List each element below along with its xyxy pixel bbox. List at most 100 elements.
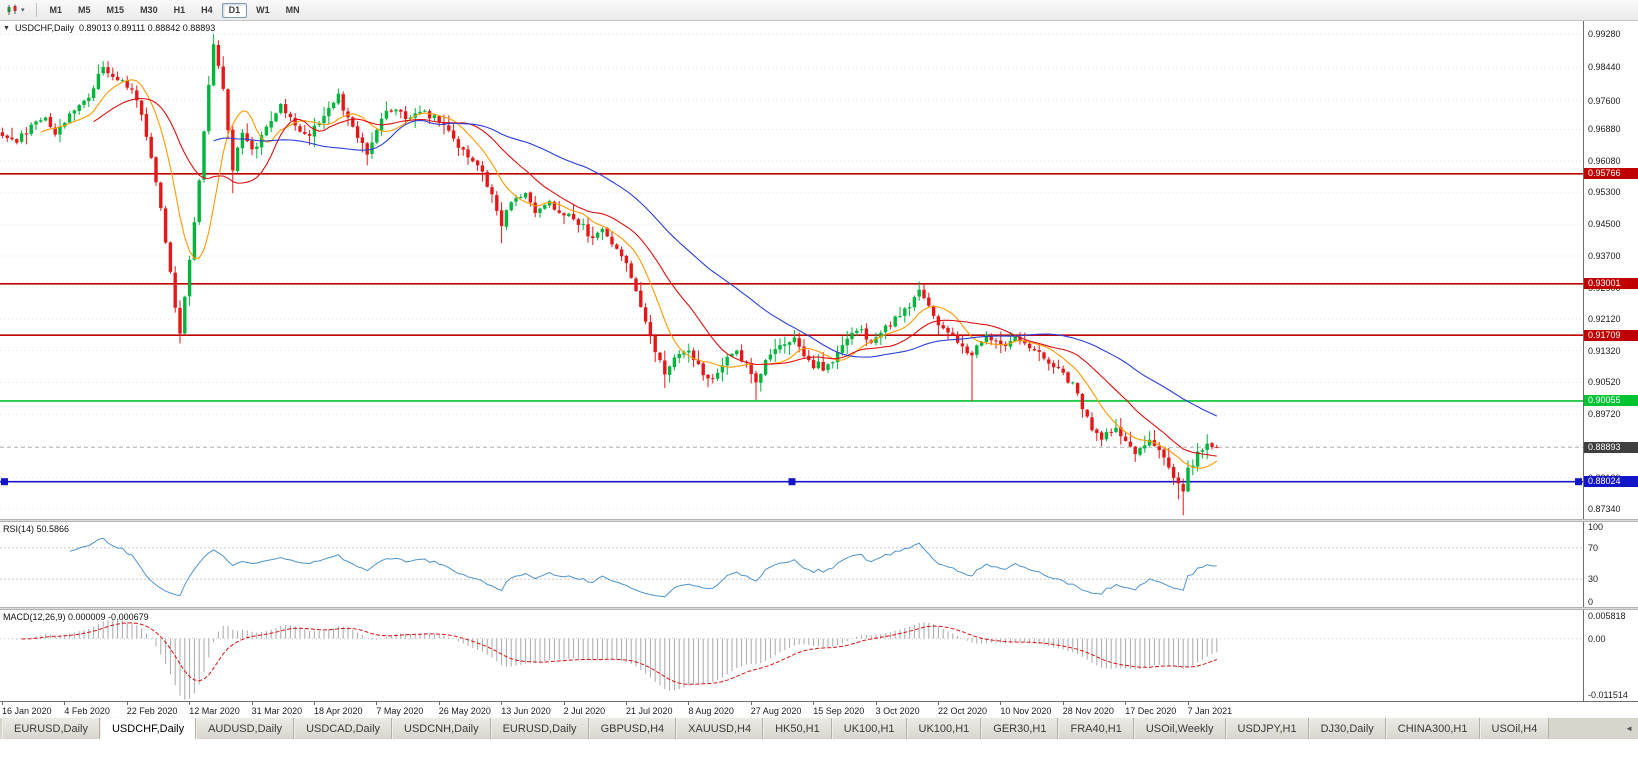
date-axis[interactable]: 16 Jan 2020 4 Feb 2020 22 Feb 2020 12 Mar 2… [0, 701, 1638, 717]
rsi-axis[interactable]: 100 70 30 0 [1583, 522, 1638, 607]
date-tick [688, 702, 690, 705]
symbol-tabbar: ◄ EURUSD,Daily USDCHF,Daily AUDUSD,Daily US… [0, 717, 1638, 739]
date-tick [563, 702, 565, 705]
date-tick [314, 702, 315, 705]
timeframe-button-mn[interactable]: MN [285, 4, 300, 15]
candlestick-chart-icon [7, 4, 17, 15]
date-tick [1000, 702, 1002, 705]
symbol-tab-usdchf-daily[interactable]: USDCHF,Daily [99, 718, 197, 739]
timeframe-button-m5[interactable]: M5 [78, 4, 91, 15]
price-pane: ▼ USDCHF,Daily 0.89013 0.89111 0.88842 0… [0, 21, 1638, 519]
timeframe-button-d1[interactable]: D1 [221, 2, 248, 18]
symbol-tab-fra40-h1[interactable]: FRA40,H1 [1058, 718, 1134, 739]
rsi-line [69, 537, 1217, 598]
date-label: 2 Jul 2020 [563, 706, 606, 716]
date-label: 7 May 2020 [376, 706, 424, 716]
date-label: 15 Sep 2020 [813, 706, 865, 716]
date-tick [1125, 702, 1127, 705]
date-tick [2, 702, 3, 705]
timeframe-button-m1[interactable]: M1 [49, 4, 63, 15]
price-tick-label: 0.96080 [1588, 156, 1621, 167]
date-label: 3 Oct 2020 [875, 706, 920, 716]
price-tick-label: 0.98440 [1588, 62, 1621, 73]
price-axis[interactable]: 0.99280 0.98440 0.97600 0.96880 0.96080 0.953… [1583, 21, 1638, 519]
symbol-tab-dj30-daily[interactable]: DJ30,Daily [1308, 718, 1386, 739]
symbol-tab-usdcnh-daily[interactable]: USDCNH,Daily [392, 718, 491, 739]
price-tick-label: 0.95300 [1588, 187, 1621, 198]
rsi-tick-label: 0 [1588, 597, 1594, 607]
date-tick [1187, 702, 1189, 705]
date-tick [501, 702, 503, 705]
rsi-pane: RSI(14) 50.5866 100 70 30 0 [0, 522, 1638, 607]
symbol-tab-china300-h1[interactable]: CHINA300,H1 [1385, 718, 1480, 739]
date-label: 17 Dec 2020 [1125, 706, 1177, 716]
symbol-tab-usoil-h4[interactable]: USOil,H4 [1479, 718, 1550, 739]
price-chart-canvas[interactable] [0, 21, 1583, 519]
price-tick-label: 0.96880 [1588, 124, 1621, 135]
macd-signal-line [21, 622, 1217, 685]
chart-area: ▼ USDCHF,Daily 0.89013 0.89111 0.88842 0… [0, 21, 1638, 717]
rsi-tick-label: 30 [1588, 574, 1599, 585]
chevron-down-icon: ▾ [21, 6, 25, 14]
timeframe-button-h1[interactable]: H1 [173, 4, 186, 15]
symbol-tab-hk50-h1[interactable]: HK50,H1 [763, 718, 832, 739]
date-label: 21 Jul 2020 [626, 706, 673, 716]
timeframe-button-m15[interactable]: M15 [106, 4, 125, 15]
symbol-tab-audusd-daily[interactable]: AUDUSD,Daily [196, 718, 295, 739]
date-label: 12 Mar 2020 [189, 706, 240, 716]
date-label: 16 Jan 2020 [2, 706, 52, 716]
date-label: 27 Aug 2020 [750, 706, 802, 716]
chart-symbol-label: USDCHF,Daily [14, 23, 74, 33]
date-tick [64, 702, 66, 705]
price-line-label: 0.91709 [1584, 329, 1638, 341]
date-label: 31 Mar 2020 [251, 706, 303, 716]
symbol-tab-usdcad-daily[interactable]: USDCAD,Daily [294, 718, 393, 739]
date-tick [750, 702, 752, 705]
timeframe-button-w1[interactable]: W1 [256, 4, 270, 15]
timeframe-button-m30[interactable]: M30 [140, 4, 158, 15]
timeframe-toolbar: ▾ M1 M5 M15 M30 H1 H4 D1 W1 MN [0, 0, 1638, 21]
price-tick-label: 0.99280 [1588, 29, 1621, 39]
date-label: 4 Feb 2020 [64, 706, 110, 716]
macd-axis[interactable]: 0.005818 0.00 -0.011514 [1583, 610, 1638, 701]
price-tick-label: 0.89720 [1588, 409, 1621, 420]
symbol-tab-gbpusd-h4[interactable]: GBPUSD,H4 [588, 718, 677, 739]
date-tick [251, 702, 253, 705]
symbol-tab-eurusd-daily[interactable]: EURUSD,Daily [2, 718, 100, 739]
window-empty-area [0, 739, 1638, 777]
date-label: 10 Nov 2020 [1000, 706, 1052, 716]
date-label: 13 Jun 2020 [501, 706, 551, 716]
symbol-tab-usdjpy-h1[interactable]: USDJPY,H1 [1225, 718, 1309, 739]
symbol-tab-xauusd-h4[interactable]: XAUUSD,H4 [676, 718, 764, 739]
chart-type-button[interactable]: ▾ [3, 3, 28, 17]
date-label: 22 Oct 2020 [938, 706, 988, 716]
price-tick-label: 0.97600 [1588, 95, 1621, 106]
tab-scroll-left-button[interactable]: ◄ [1625, 724, 1633, 733]
pane-splitter-macd[interactable] [0, 607, 1638, 610]
rsi-title: RSI(14) 50.5866 [3, 524, 69, 534]
chart-ohlc-values: 0.89013 0.89111 0.88842 0.88893 [78, 23, 216, 33]
macd-tick-label: 0.005818 [1588, 611, 1626, 621]
date-tick [938, 702, 939, 705]
price-tick-label: 0.93700 [1588, 250, 1621, 261]
timeframe-button-h4[interactable]: H4 [201, 4, 213, 15]
rsi-chart-canvas[interactable] [0, 522, 1583, 607]
symbol-tab-uk100-h1[interactable]: UK100,H1 [831, 718, 907, 739]
symbol-tab-eurusd-daily[interactable]: EURUSD,Daily [490, 718, 589, 739]
date-tick [189, 702, 191, 705]
pane-splitter-rsi[interactable] [0, 519, 1638, 522]
date-tick [376, 702, 378, 705]
candles [0, 34, 1219, 516]
price-tick-label: 0.90520 [1588, 377, 1621, 388]
symbol-tab-uk100-h1[interactable]: UK100,H1 [906, 718, 982, 739]
symbol-tab-ger30-h1[interactable]: GER30,H1 [981, 718, 1059, 739]
collapse-chart-icon[interactable]: ▼ [3, 24, 10, 32]
symbol-tab-usoil-weekly[interactable]: USOil,Weekly [1133, 718, 1226, 739]
rsi-title-label: RSI(14) 50.5866 [3, 524, 70, 534]
macd-tick-label: 0.00 [1588, 633, 1606, 644]
macd-title-label: MACD(12,26,9) 0.000009 -0.000679 [3, 612, 149, 622]
macd-chart-canvas[interactable] [0, 610, 1583, 701]
date-tick [1062, 702, 1064, 705]
date-tick [875, 702, 877, 705]
